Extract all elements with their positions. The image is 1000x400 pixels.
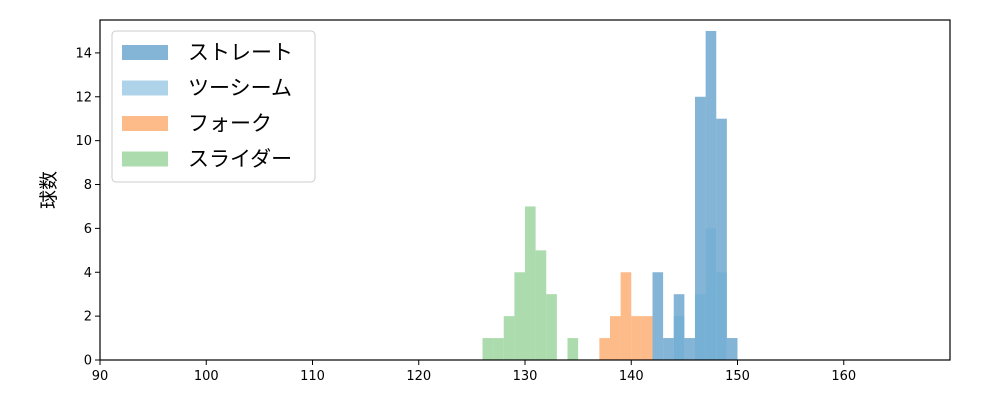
bar-0-5 <box>705 30 717 360</box>
legend-label-2: フォーク <box>188 112 272 136</box>
bar-0-0 <box>652 272 664 360</box>
x-tick-label-0: 90 <box>92 369 109 384</box>
y-tick-label-2: 4 <box>84 266 92 281</box>
bar-3-2 <box>503 316 515 360</box>
bar-0-1 <box>663 338 674 360</box>
bar-3-6 <box>546 294 557 360</box>
y-tick-label-3: 6 <box>84 222 92 237</box>
legend-label-1: ツーシーム <box>188 76 292 100</box>
x-tick-label-6: 150 <box>725 369 750 384</box>
y-axis: 0 2 4 6 8 10 12 14 <box>75 46 100 369</box>
legend-swatch-1 <box>122 80 168 96</box>
y-tick-label-4: 8 <box>84 178 92 193</box>
bar-2-0 <box>599 338 610 360</box>
y-tick-label-7: 14 <box>75 46 92 61</box>
legend-frame <box>111 30 316 183</box>
bar-2-1 <box>610 316 621 360</box>
y-tick-label-1: 2 <box>84 310 92 325</box>
bar-1-3 <box>716 272 727 360</box>
bar-0-3 <box>684 338 695 360</box>
bar-3-3 <box>514 272 525 360</box>
y-axis-title: 球数 <box>38 171 60 209</box>
y-tick-label-5: 10 <box>75 134 92 149</box>
bar-1-1 <box>695 294 706 360</box>
bar-3-0 <box>482 338 494 360</box>
x-tick-label-5: 140 <box>619 369 644 384</box>
bar-2-3 <box>631 316 642 360</box>
x-tick-label-7: 160 <box>831 369 856 384</box>
x-axis: 90 100 110 120 130 140 150 160 <box>92 360 856 384</box>
bar-3-5 <box>535 250 547 360</box>
x-tick-label-3: 120 <box>406 369 431 384</box>
legend-swatch-3 <box>122 151 168 167</box>
legend-label-3: スライダー <box>188 147 292 171</box>
legend-swatch-2 <box>122 116 168 131</box>
y-tick-label-6: 12 <box>75 90 92 105</box>
y-tick-label-0: 0 <box>84 354 92 369</box>
bar-2-4 <box>641 316 653 360</box>
x-tick-label-1: 100 <box>194 369 219 384</box>
bar-2-2 <box>620 272 632 360</box>
bar-3-1 <box>493 338 504 360</box>
x-tick-label-2: 110 <box>300 369 325 384</box>
bar-3-4 <box>525 206 536 360</box>
bar-0-6 <box>716 118 727 360</box>
legend-label-0: ストレート <box>188 41 293 65</box>
bar-0-4 <box>695 96 706 360</box>
x-tick-label-4: 130 <box>513 369 538 384</box>
bars-layer <box>482 30 738 360</box>
bar-1-2 <box>705 228 717 360</box>
bar-3-7 <box>567 338 579 360</box>
bar-1-0 <box>673 316 685 360</box>
legend-swatch-0 <box>122 45 168 60</box>
bar-0-7 <box>726 338 738 360</box>
